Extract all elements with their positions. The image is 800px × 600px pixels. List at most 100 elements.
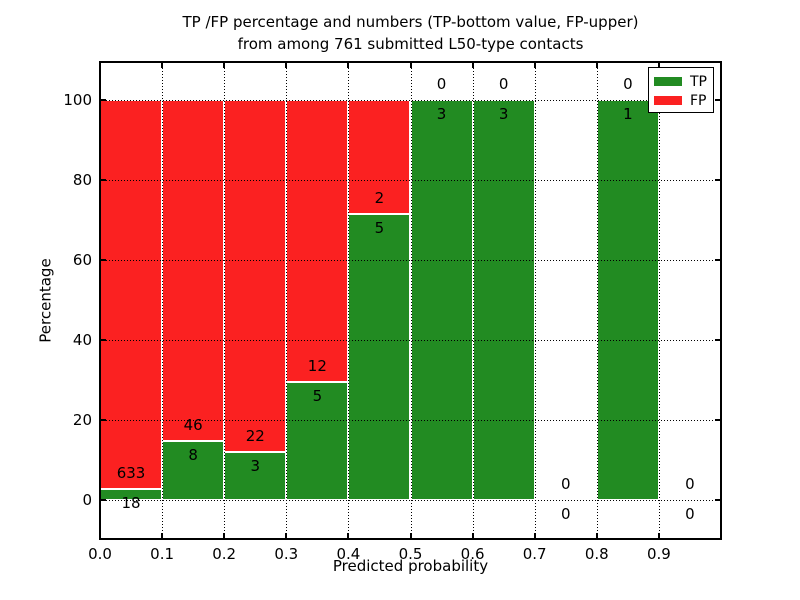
- y-tickmark-right: [715, 419, 721, 421]
- legend: TP FP: [648, 67, 714, 113]
- x-tick-label: 0.4: [336, 545, 361, 563]
- y-tickmark-left: [100, 499, 106, 501]
- tp-count-label: 0: [560, 505, 571, 523]
- x-gridline: [224, 62, 225, 539]
- fp-count-label: 46: [183, 415, 203, 434]
- fp-count-label: 0: [498, 75, 509, 93]
- x-tickmark-bottom: [410, 533, 412, 539]
- x-tick-label: 0.8: [584, 545, 609, 563]
- fp-bar-segment: [286, 100, 349, 383]
- x-tick-label: 0.5: [398, 545, 423, 563]
- y-tick-label: 60: [72, 251, 92, 269]
- y-tickmark-left: [100, 179, 106, 181]
- fp-bar-segment: [100, 100, 163, 489]
- x-tickmark-bottom: [347, 533, 349, 539]
- x-tickmark-bottom: [285, 533, 287, 539]
- x-tickmark-top: [161, 62, 163, 68]
- x-tickmark-top: [472, 62, 474, 68]
- fp-count-label: 0: [436, 75, 447, 93]
- y-tick-label: 0: [82, 491, 92, 509]
- x-tick-label: 0.1: [150, 545, 175, 563]
- tp-bar-segment: [596, 100, 659, 500]
- tp-count-label: 3: [498, 105, 509, 123]
- tp-count-label: 1: [623, 105, 633, 123]
- x-tickmark-bottom: [472, 533, 474, 539]
- x-gridline: [348, 62, 349, 539]
- tp-count-label: 3: [436, 105, 447, 123]
- tp-bar-segment: [348, 214, 411, 500]
- x-gridline: [286, 62, 287, 539]
- x-tick-label: 0.0: [88, 545, 112, 563]
- x-tick-label: 0.3: [274, 545, 299, 563]
- y-tickmark-right: [715, 99, 721, 101]
- x-tickmark-bottom: [223, 533, 225, 539]
- x-tickmark-bottom: [161, 533, 163, 539]
- tp-count-label: 5: [312, 387, 323, 406]
- tp-bar-segment: [286, 382, 349, 500]
- tp-count-label: 0: [685, 505, 695, 523]
- tp-count-label: 18: [121, 493, 141, 512]
- y-gridline: [100, 180, 721, 181]
- tp-bar-segment: [472, 100, 535, 500]
- y-tick-label: 100: [63, 91, 92, 109]
- x-tickmark-bottom: [99, 533, 101, 539]
- tp-count-label: 5: [374, 219, 385, 238]
- y-gridline: [100, 260, 721, 261]
- fp-count-label: 633: [116, 463, 146, 482]
- x-tickmark-top: [99, 62, 101, 68]
- x-tickmark-top: [347, 62, 349, 68]
- y-tick-label: 40: [72, 331, 92, 349]
- tp-legend-swatch: [654, 77, 682, 86]
- x-tickmark-top: [534, 62, 536, 68]
- tp-count-label: 3: [250, 457, 261, 475]
- fp-legend-swatch: [654, 96, 682, 105]
- plot-area: 633 18 46 8 22 3 12 5 2 5 0 3 0 3 0 0 0 1 0 0: [99, 61, 722, 540]
- y-tick-label: 20: [72, 411, 92, 429]
- y-axis-label: Percentage: [36, 258, 55, 343]
- fp-count-label: 22: [245, 427, 265, 445]
- x-gridline: [473, 62, 474, 539]
- x-tickmark-top: [658, 62, 660, 68]
- fp-count-label: 2: [374, 189, 385, 208]
- x-gridline: [659, 62, 660, 539]
- y-gridline: [100, 100, 721, 101]
- fp-bar-segment: [224, 100, 287, 452]
- x-gridline: [597, 62, 598, 539]
- fp-bar-segment: [348, 100, 411, 215]
- x-axis-label: Predicted probability: [332, 557, 489, 575]
- y-tick-label: 80: [72, 171, 92, 189]
- y-tickmark-left: [100, 339, 106, 341]
- y-tickmark-right: [715, 499, 721, 501]
- fp-count-label: 12: [307, 357, 327, 376]
- y-tickmark-right: [715, 179, 721, 181]
- tp-bar-segment: [224, 452, 287, 500]
- x-tick-label: 0.7: [522, 545, 547, 563]
- tp-count-label: 8: [188, 445, 198, 464]
- x-tickmark-bottom: [596, 533, 598, 539]
- x-gridline: [535, 62, 536, 539]
- x-gridline: [162, 62, 163, 539]
- y-tickmark-left: [100, 259, 106, 261]
- x-tickmark-top: [223, 62, 225, 68]
- y-tickmark-right: [715, 259, 721, 261]
- x-tick-label: 0.2: [212, 545, 237, 563]
- y-tickmark-left: [100, 419, 106, 421]
- legend-entry-fp: FP: [654, 92, 712, 109]
- x-tickmark-top: [285, 62, 287, 68]
- fp-count-label: 0: [623, 75, 633, 93]
- tp-legend-label: TP: [690, 73, 707, 90]
- legend-entry-tp: TP: [654, 73, 712, 90]
- x-tick-label: 0.6: [460, 545, 485, 563]
- x-gridline: [411, 62, 412, 539]
- y-gridline: [100, 500, 721, 501]
- y-tickmark-left: [100, 99, 106, 101]
- x-tickmark-top: [596, 62, 598, 68]
- fp-count-label: 0: [560, 475, 571, 493]
- tp-bar-segment: [410, 100, 473, 500]
- fp-count-label: 0: [685, 475, 695, 493]
- x-tick-label: 0.9: [646, 545, 671, 563]
- y-gridline: [100, 420, 721, 421]
- fp-legend-label: FP: [690, 92, 707, 109]
- x-tickmark-top: [410, 62, 412, 68]
- y-gridline: [100, 340, 721, 341]
